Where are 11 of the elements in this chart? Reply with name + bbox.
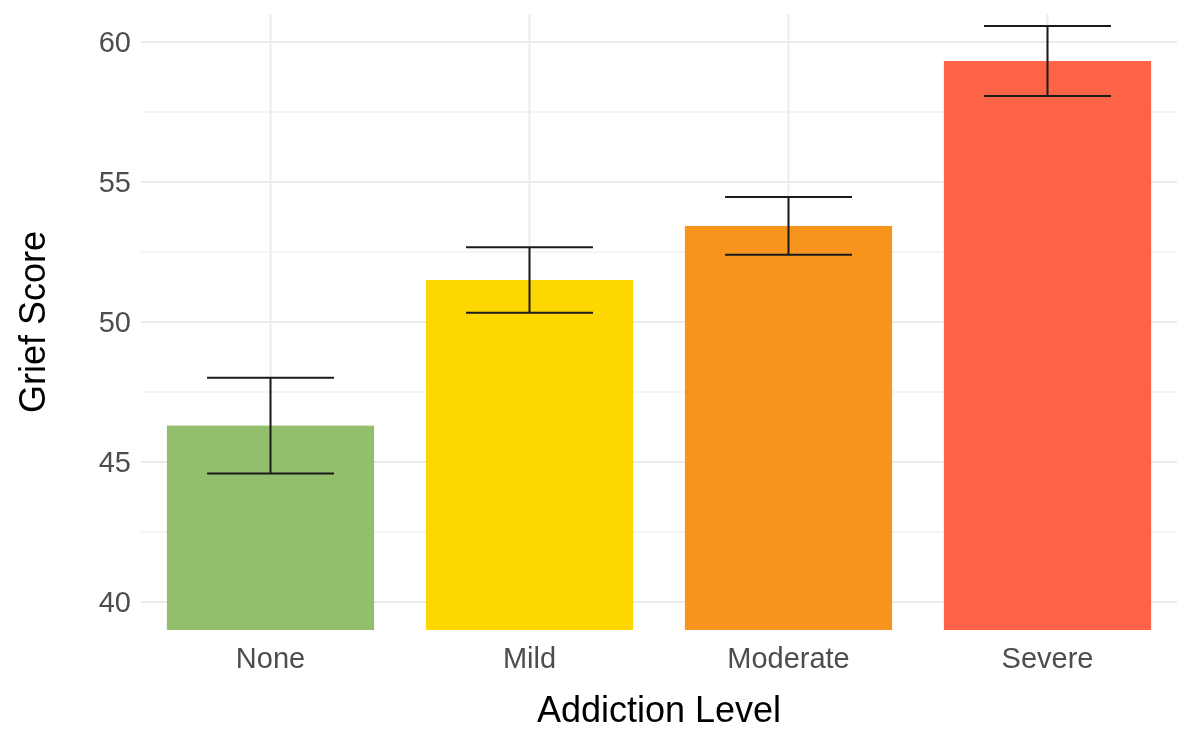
y-tick-label: 55 <box>98 166 131 199</box>
y-axis-title: Grief Score <box>12 230 53 414</box>
x-axis-title: Addiction Level <box>536 689 782 730</box>
x-tick-label: Moderate <box>727 642 850 674</box>
y-tick-label: 50 <box>98 306 131 339</box>
y-tick-label: 40 <box>98 586 131 619</box>
x-tick-label: None <box>235 642 306 674</box>
x-tick-label: Severe <box>1001 642 1094 674</box>
x-tick-label: Mild <box>502 642 557 674</box>
y-tick-label: 45 <box>98 446 131 479</box>
y-tick-label: 60 <box>98 26 131 59</box>
